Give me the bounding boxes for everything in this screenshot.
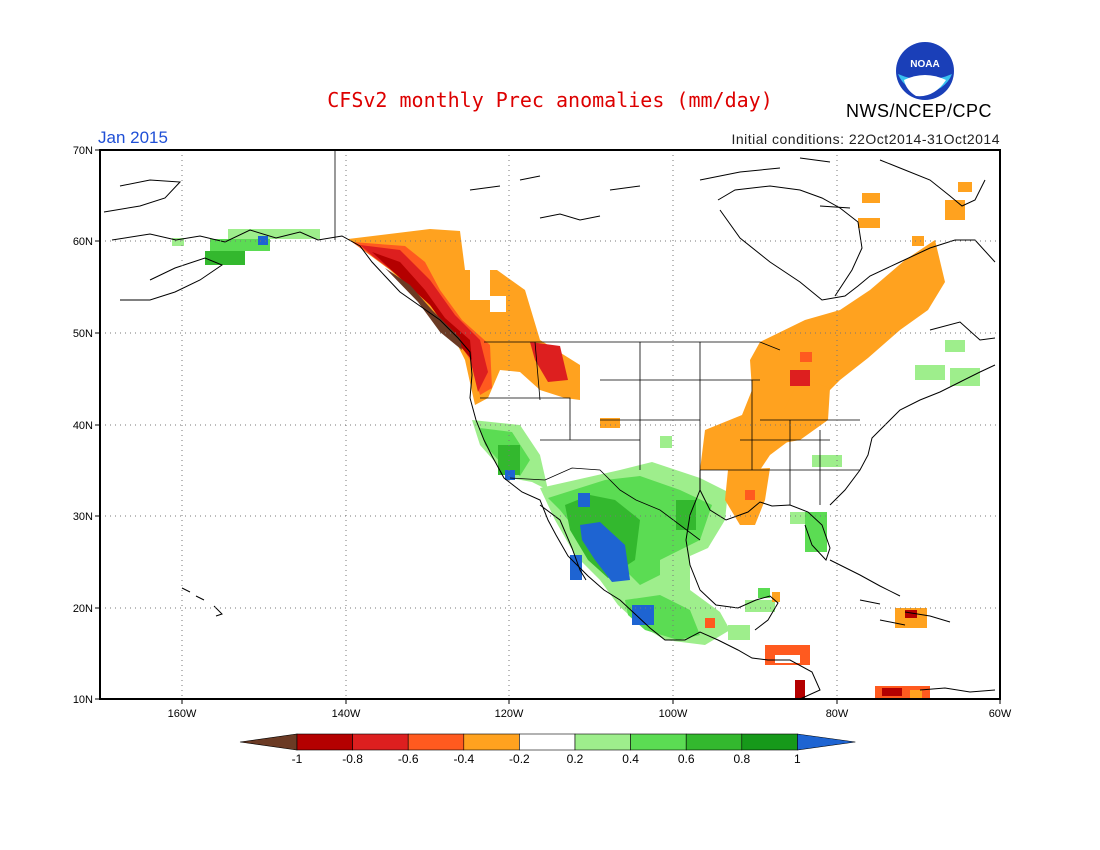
legend-tick-label: 0.4 (622, 752, 639, 766)
legend-arrow-high (797, 733, 856, 751)
forecast-month: Jan 2015 (98, 128, 168, 147)
legend-swatch (463, 733, 520, 751)
lat-label: 50N (73, 328, 93, 340)
legend-swatch (407, 733, 465, 751)
legend-tick-label: -1 (292, 752, 303, 766)
longitude-labels: 160W 140W 120W 100W 80W 60W (168, 708, 1012, 720)
legend-swatch (574, 733, 631, 751)
legend-swatch (741, 733, 798, 751)
legend-tick-label: 0.2 (567, 752, 584, 766)
lon-label: 100W (659, 708, 688, 720)
noaa-logo: NOAA (894, 40, 956, 102)
lon-label: 160W (168, 708, 197, 720)
legend-swatch (685, 733, 743, 751)
map-title: CFSv2 monthly Prec anomalies (mm/day) (327, 88, 773, 112)
legend-tick-label: -0.2 (509, 752, 530, 766)
legend-swatch (352, 733, 409, 751)
lon-label: 140W (332, 708, 361, 720)
legend-tick-label: -0.6 (398, 752, 419, 766)
legend-swatch (296, 733, 353, 751)
graticule (100, 150, 1000, 699)
latitude-labels: 70N 60N 50N 40N 30N 20N 10N (73, 145, 93, 706)
lon-label: 120W (495, 708, 524, 720)
southwest-wet-anomaly (472, 420, 672, 490)
legend-arrow-low (239, 733, 298, 751)
lon-label: 80W (826, 708, 849, 720)
lat-label: 60N (73, 236, 93, 248)
legend-tick-label: -0.8 (342, 752, 363, 766)
lon-label: 60W (989, 708, 1012, 720)
legend-swatch (630, 733, 687, 751)
lat-label: 10N (73, 694, 93, 706)
color-legend: -1 -0.8 -0.6 -0.4 -0.2 0.2 0.4 0.6 0.8 1 (239, 733, 856, 766)
alaska-wet-anomaly (172, 229, 320, 265)
lat-label: 20N (73, 603, 93, 615)
agency-label: NWS/NCEP/CPC (846, 101, 993, 121)
legend-swatch (519, 733, 576, 751)
legend-tick-label: 1 (794, 752, 801, 766)
eastern-us-dry-anomaly (700, 182, 972, 525)
legend-tick-label: -0.4 (453, 752, 474, 766)
initial-conditions: Initial conditions: 22Oct2014-31Oct2014 (731, 131, 1000, 147)
legend-tick-label: 0.8 (733, 752, 750, 766)
legend-tick-label: 0.6 (678, 752, 695, 766)
noaa-logo-text: NOAA (910, 59, 939, 70)
axis-ticks (95, 149, 1001, 704)
lat-label: 30N (73, 511, 93, 523)
mexico-wet-anomaly (540, 462, 780, 645)
lat-label: 40N (73, 420, 93, 432)
lat-label: 70N (73, 145, 93, 157)
